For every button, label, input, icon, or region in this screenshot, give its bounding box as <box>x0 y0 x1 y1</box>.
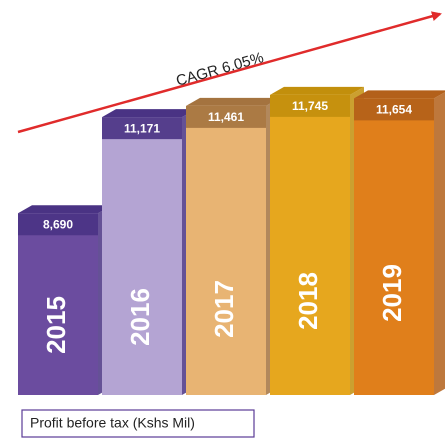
bar-cap <box>18 205 112 214</box>
cagr-label: CAGR 6.05% <box>174 49 265 90</box>
bar <box>18 213 98 395</box>
bar <box>354 98 434 395</box>
bar <box>186 105 266 395</box>
bar-cap <box>102 109 196 118</box>
chart-label: Profit before tax (Kshs Mil) <box>30 415 195 431</box>
year-label: 2016 <box>125 288 155 346</box>
bar-band <box>102 117 182 140</box>
value-label: 11,171 <box>124 121 160 135</box>
trend-arrow <box>17 11 442 134</box>
year-label: 2018 <box>293 272 323 330</box>
year-label: 2019 <box>377 264 407 322</box>
bar-band <box>270 94 350 117</box>
value-label: 11,745 <box>292 99 328 113</box>
bar-band <box>186 105 266 128</box>
bar-cap <box>270 86 364 95</box>
year-label: 2015 <box>41 296 71 354</box>
value-label: 8,690 <box>43 217 73 231</box>
bar <box>102 117 182 395</box>
bars: 8,690 2015 11,171 2016 11,461 2017 11,745 2018 1… <box>18 86 445 395</box>
label-box <box>21 409 255 438</box>
bar-band <box>18 213 98 236</box>
bar-cap <box>186 97 280 106</box>
bar <box>270 94 350 395</box>
value-label: 11,654 <box>376 103 412 117</box>
bar-side <box>434 92 445 395</box>
bar-cap <box>354 90 445 99</box>
bar-band <box>354 98 434 121</box>
value-label: 11,461 <box>208 110 244 124</box>
year-label: 2017 <box>209 280 239 338</box>
